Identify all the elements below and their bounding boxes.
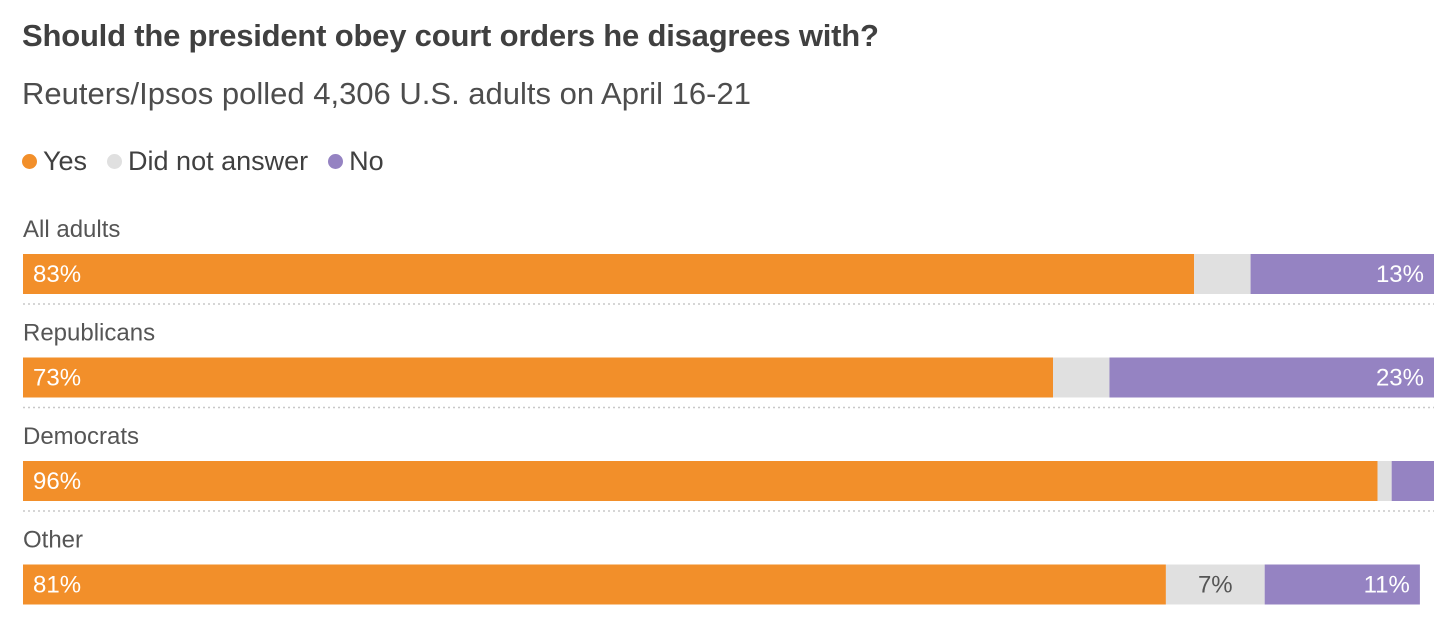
legend-label-did-not-answer: Did not answer bbox=[128, 146, 309, 176]
stacked-bar-chart: All adults 83% 13% Republicans 73% 23% Democra… bbox=[23, 216, 1434, 605]
legend-item-did-not-answer: Did not answer bbox=[107, 146, 308, 177]
legend-label-no: No bbox=[349, 146, 384, 176]
bar-segment-democrats-yes bbox=[23, 461, 1378, 501]
chart-subtitle: Reuters/Ipsos polled 4,306 U.S. adults o… bbox=[22, 76, 751, 111]
bar-segment-republicans-did-not-answer bbox=[1053, 357, 1110, 398]
data-label-other-did-not-answer: 7% bbox=[1198, 572, 1233, 599]
data-label-all-adults-no: 13% bbox=[1376, 261, 1424, 288]
data-label-republicans-no: 23% bbox=[1376, 365, 1424, 392]
data-label-all-adults-yes: 83% bbox=[33, 261, 81, 288]
bar-segment-republicans-yes bbox=[23, 357, 1054, 398]
bar-row-all-adults: All adults 83% 13% bbox=[23, 216, 1434, 305]
bar-segment-other-did-not-answer bbox=[1165, 564, 1265, 605]
category-label-other: Other bbox=[23, 527, 83, 554]
bar-segment-all-adults-did-not-answer bbox=[1194, 254, 1251, 294]
category-label-all-adults: All adults bbox=[23, 216, 120, 243]
bar-row-other: Other 81% 7% 11% bbox=[23, 527, 1420, 605]
bar-segment-republicans-no bbox=[1109, 357, 1434, 398]
bar-segment-all-adults-yes bbox=[23, 254, 1195, 294]
legend-item-yes: Yes bbox=[22, 146, 87, 177]
data-label-other-yes: 81% bbox=[33, 572, 81, 599]
legend: Yes Did not answer No bbox=[22, 146, 404, 177]
bar-row-republicans: Republicans 73% 23% bbox=[23, 320, 1434, 409]
category-label-democrats: Democrats bbox=[23, 423, 139, 450]
legend-swatch-did-not-answer bbox=[107, 154, 123, 169]
legend-item-no: No bbox=[328, 146, 384, 177]
legend-swatch-yes bbox=[22, 154, 37, 169]
bar-segment-other-no bbox=[1264, 564, 1420, 605]
category-label-republicans: Republicans bbox=[23, 320, 155, 347]
bar-segment-democrats-no bbox=[1391, 461, 1434, 501]
bar-segment-all-adults-no bbox=[1250, 254, 1434, 294]
legend-swatch-no bbox=[328, 154, 344, 169]
bar-segment-other-yes bbox=[23, 564, 1166, 605]
bar-segment-democrats-did-not-answer bbox=[1377, 461, 1392, 501]
legend-label-yes: Yes bbox=[43, 146, 88, 176]
data-label-democrats-yes: 96% bbox=[33, 468, 81, 495]
data-label-other-no: 11% bbox=[1364, 572, 1410, 599]
data-label-republicans-yes: 73% bbox=[33, 365, 81, 392]
chart-title: Should the president obey court orders h… bbox=[22, 18, 879, 53]
bar-row-democrats: Democrats 96% bbox=[23, 423, 1434, 512]
